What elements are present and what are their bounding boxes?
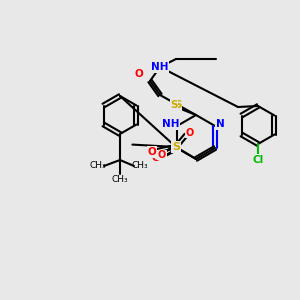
Text: S: S <box>174 100 182 110</box>
Text: O: O <box>148 147 156 157</box>
Text: CH₃: CH₃ <box>90 161 106 170</box>
Text: S: S <box>170 100 178 110</box>
Text: CH₃: CH₃ <box>112 176 128 184</box>
Text: O: O <box>186 128 194 138</box>
Text: NH: NH <box>162 119 180 129</box>
Text: Cl: Cl <box>252 155 264 165</box>
Text: CH₃: CH₃ <box>132 161 148 170</box>
Text: NH: NH <box>151 62 169 72</box>
Text: O: O <box>152 153 160 163</box>
Text: O: O <box>158 150 166 160</box>
Text: O: O <box>135 69 143 79</box>
Text: S: S <box>172 142 180 152</box>
Text: N: N <box>216 119 224 129</box>
